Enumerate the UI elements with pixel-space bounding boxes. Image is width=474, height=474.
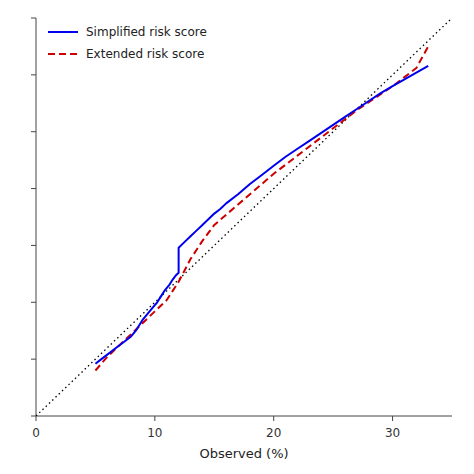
x-tick <box>36 416 37 421</box>
chart: 0 10 20 30 Observed (%) Simplified risk score… <box>0 0 474 474</box>
legend-swatch <box>48 31 78 33</box>
x-tick <box>392 416 393 421</box>
series-line <box>95 66 428 364</box>
x-axis-label: Observed (%) <box>199 446 288 461</box>
x-tick <box>273 416 274 421</box>
y-tick <box>31 188 36 189</box>
legend: Simplified risk score Extended risk score <box>48 25 207 61</box>
legend-swatch <box>48 53 78 55</box>
y-tick <box>31 359 36 360</box>
legend-label: Simplified risk score <box>86 25 207 39</box>
y-tick <box>31 245 36 246</box>
y-tick <box>31 131 36 132</box>
x-tick-label: 10 <box>147 426 162 440</box>
x-tick-label: 20 <box>266 426 281 440</box>
axes: 0 10 20 30 <box>31 18 452 440</box>
plot-area <box>36 18 452 416</box>
reference-line <box>36 18 452 416</box>
x-tick-label: 0 <box>32 426 40 440</box>
x-tick <box>154 416 155 421</box>
y-tick <box>31 416 36 417</box>
y-axis-line <box>36 18 37 416</box>
y-tick <box>31 74 36 75</box>
x-tick-label: 30 <box>385 426 400 440</box>
legend-label: Extended risk score <box>86 47 204 61</box>
series-line <box>95 46 428 370</box>
y-tick <box>31 18 36 19</box>
x-axis-line <box>36 416 452 417</box>
y-tick <box>31 302 36 303</box>
